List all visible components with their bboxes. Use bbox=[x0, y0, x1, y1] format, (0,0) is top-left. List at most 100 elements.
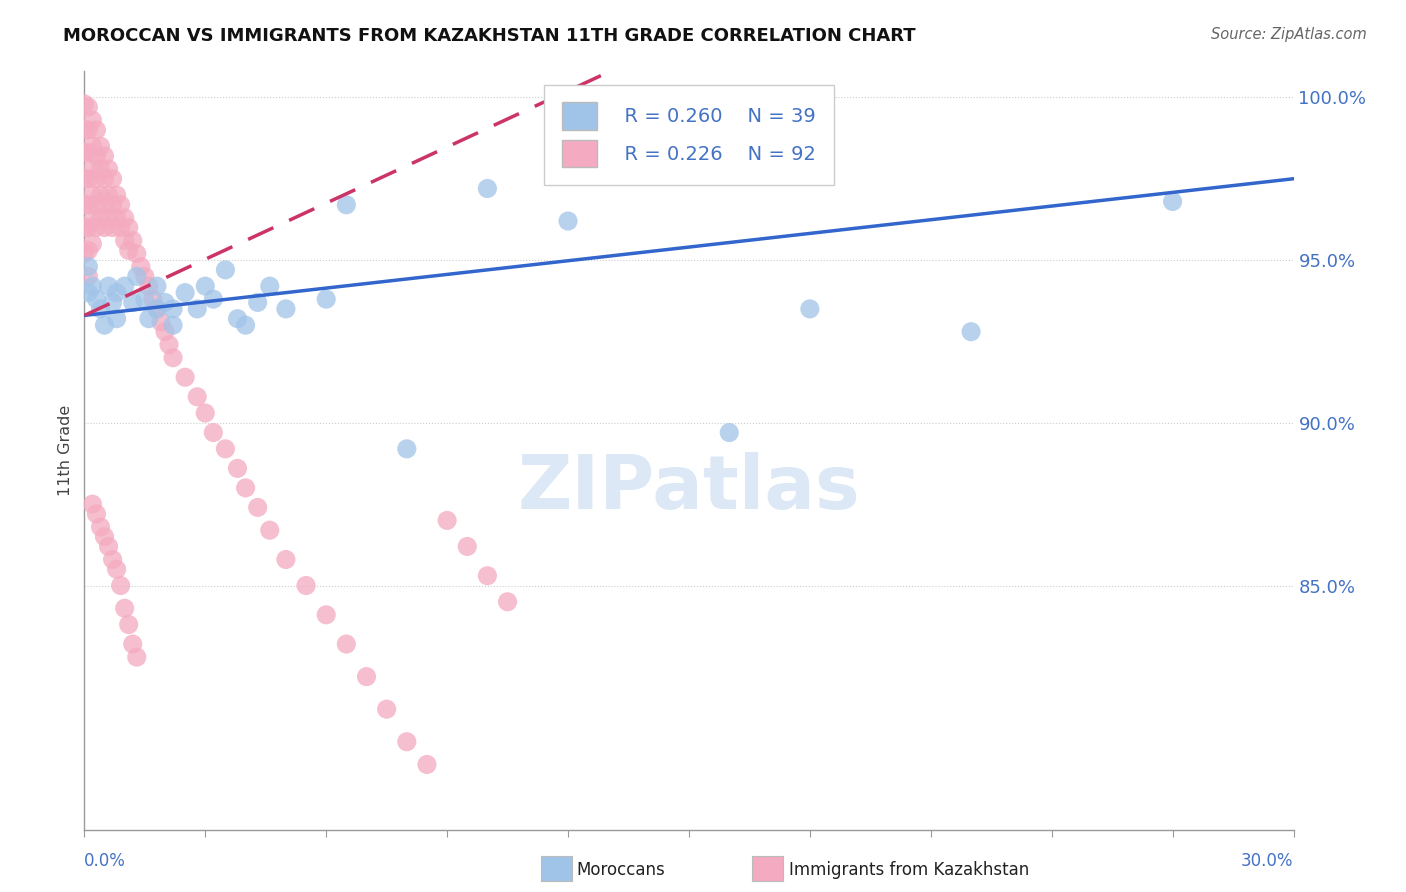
Point bbox=[89, 301, 111, 316]
Point bbox=[356, 670, 378, 684]
Point bbox=[960, 325, 983, 339]
Point bbox=[202, 292, 225, 306]
Point bbox=[477, 181, 499, 195]
Point bbox=[77, 123, 100, 137]
Point bbox=[118, 220, 141, 235]
Point bbox=[162, 351, 184, 365]
Point bbox=[73, 220, 96, 235]
Point bbox=[456, 540, 478, 554]
Point bbox=[436, 513, 458, 527]
Point bbox=[395, 442, 418, 456]
Point bbox=[125, 650, 148, 665]
Point bbox=[86, 507, 108, 521]
Point bbox=[134, 269, 156, 284]
Point bbox=[375, 702, 398, 716]
Point bbox=[73, 198, 96, 212]
Point bbox=[295, 578, 318, 592]
Point bbox=[226, 311, 249, 326]
Point bbox=[335, 198, 357, 212]
Point bbox=[186, 390, 208, 404]
Point bbox=[162, 318, 184, 333]
Text: Source: ZipAtlas.com: Source: ZipAtlas.com bbox=[1211, 27, 1367, 42]
Point bbox=[121, 637, 143, 651]
Point bbox=[97, 161, 120, 176]
Point bbox=[97, 211, 120, 225]
Point bbox=[315, 292, 337, 306]
Point bbox=[315, 607, 337, 622]
Point bbox=[101, 295, 124, 310]
Point bbox=[73, 171, 96, 186]
Point bbox=[416, 757, 439, 772]
Point bbox=[134, 292, 156, 306]
Point bbox=[77, 244, 100, 258]
Point bbox=[89, 211, 111, 225]
Point bbox=[149, 315, 172, 329]
Point bbox=[82, 161, 104, 176]
Point bbox=[86, 149, 108, 163]
Point bbox=[93, 198, 115, 212]
Point bbox=[105, 562, 128, 576]
Text: Moroccans: Moroccans bbox=[576, 861, 665, 879]
Point bbox=[274, 552, 297, 566]
Point bbox=[138, 311, 160, 326]
Point bbox=[246, 500, 269, 515]
Point bbox=[194, 406, 217, 420]
Text: MOROCCAN VS IMMIGRANTS FROM KAZAKHSTAN 11TH GRADE CORRELATION CHART: MOROCCAN VS IMMIGRANTS FROM KAZAKHSTAN 1… bbox=[63, 27, 915, 45]
Text: Immigrants from Kazakhstan: Immigrants from Kazakhstan bbox=[789, 861, 1029, 879]
Point bbox=[73, 123, 96, 137]
Point bbox=[153, 325, 176, 339]
Point bbox=[77, 269, 100, 284]
Point bbox=[146, 279, 169, 293]
Point bbox=[77, 285, 100, 300]
Point bbox=[174, 370, 197, 384]
Point bbox=[142, 292, 165, 306]
Point bbox=[125, 246, 148, 260]
Text: 0.0%: 0.0% bbox=[84, 853, 127, 871]
Text: 30.0%: 30.0% bbox=[1241, 853, 1294, 871]
Point bbox=[477, 568, 499, 582]
Point bbox=[82, 113, 104, 128]
Point bbox=[114, 234, 136, 248]
Point bbox=[118, 617, 141, 632]
Point bbox=[93, 149, 115, 163]
Point bbox=[138, 279, 160, 293]
Point bbox=[77, 100, 100, 114]
Point bbox=[97, 188, 120, 202]
Point bbox=[496, 595, 519, 609]
Point bbox=[799, 301, 821, 316]
Point bbox=[77, 145, 100, 160]
Point bbox=[82, 214, 104, 228]
Point bbox=[86, 123, 108, 137]
Point bbox=[114, 601, 136, 615]
Point bbox=[114, 211, 136, 225]
Point bbox=[105, 285, 128, 300]
Point bbox=[73, 246, 96, 260]
Point bbox=[174, 285, 197, 300]
Point bbox=[259, 523, 281, 537]
Point bbox=[235, 481, 257, 495]
Point bbox=[274, 301, 297, 316]
Point bbox=[157, 337, 180, 351]
Point bbox=[1161, 194, 1184, 209]
Point bbox=[82, 139, 104, 153]
Legend:   R = 0.260    N = 39,   R = 0.226    N = 92: R = 0.260 N = 39, R = 0.226 N = 92 bbox=[544, 85, 834, 185]
Point bbox=[93, 530, 115, 544]
Point bbox=[105, 311, 128, 326]
Point bbox=[93, 220, 115, 235]
Point bbox=[125, 269, 148, 284]
Point bbox=[202, 425, 225, 440]
Point bbox=[89, 161, 111, 176]
Point bbox=[89, 188, 111, 202]
Y-axis label: 11th Grade: 11th Grade bbox=[58, 405, 73, 496]
Point bbox=[121, 234, 143, 248]
Point bbox=[89, 520, 111, 534]
Point bbox=[114, 279, 136, 293]
Point bbox=[105, 188, 128, 202]
Point bbox=[557, 214, 579, 228]
Point bbox=[214, 442, 236, 456]
Point bbox=[97, 540, 120, 554]
Point bbox=[101, 198, 124, 212]
Point bbox=[226, 461, 249, 475]
Point bbox=[82, 188, 104, 202]
Point bbox=[105, 211, 128, 225]
